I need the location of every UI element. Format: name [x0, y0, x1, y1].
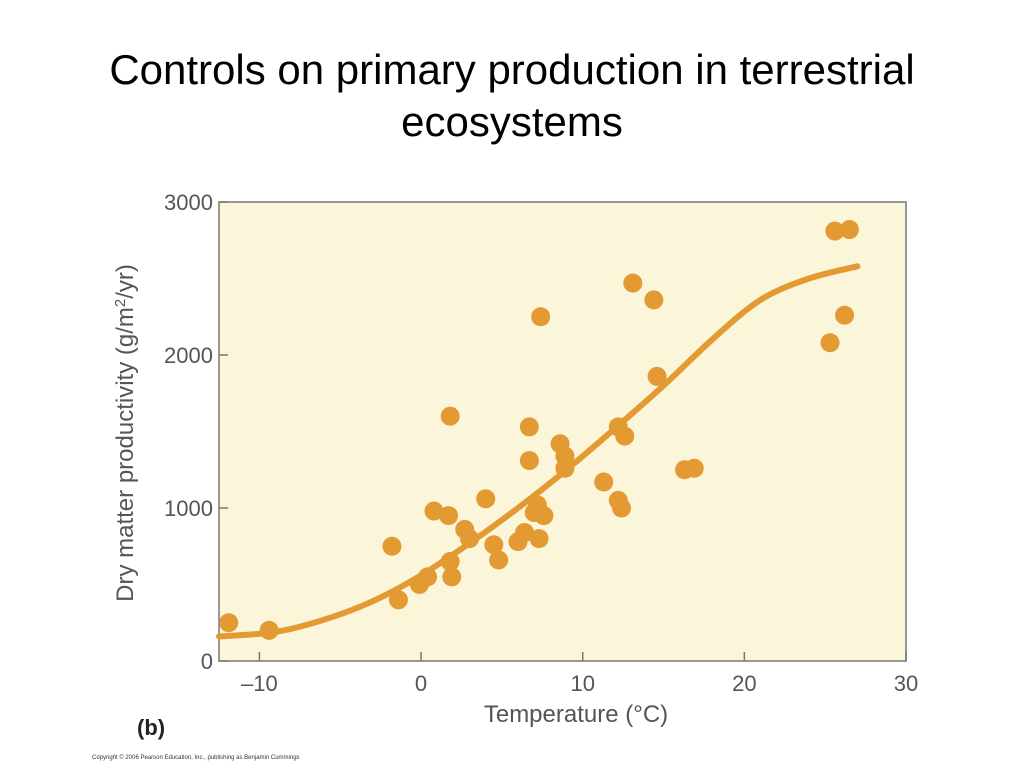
y-axis-label-part-3: /yr) — [112, 264, 139, 299]
x-axis-ticks: –10 0 10 20 30 — [241, 652, 918, 696]
copyright-notice: Copyright © 2006 Pearson Education, Inc.… — [92, 755, 300, 761]
y-tick-label: 3000 — [164, 190, 213, 215]
plot-area — [218, 201, 907, 662]
data-point — [647, 366, 667, 386]
y-tick-label: 0 — [201, 649, 213, 674]
y-axis-ticks: 0 1000 2000 3000 — [164, 190, 228, 674]
x-tick-label: 20 — [732, 671, 756, 696]
title-line-1: Controls on primary production in terres… — [109, 46, 915, 93]
y-tick-label: 2000 — [164, 343, 213, 368]
x-tick-label: 10 — [570, 671, 594, 696]
data-point — [219, 613, 239, 633]
data-point — [519, 451, 539, 471]
data-point — [529, 529, 549, 549]
data-point — [684, 458, 704, 478]
y-axis-label: Dry matter productivity (g/m2/yr) — [112, 264, 140, 602]
data-point — [555, 458, 575, 478]
y-tick-label: 1000 — [164, 496, 213, 521]
data-point — [820, 333, 840, 353]
data-point — [439, 506, 459, 526]
data-point — [594, 472, 614, 492]
data-point — [531, 307, 551, 327]
data-point — [515, 522, 535, 542]
data-point — [612, 498, 632, 518]
data-points-group — [219, 220, 859, 640]
data-point — [534, 506, 554, 526]
data-point — [424, 501, 444, 521]
data-point — [442, 567, 462, 587]
data-point — [484, 535, 504, 555]
data-point — [388, 590, 408, 610]
fit-curve-group — [216, 263, 861, 640]
x-axis-label: Temperature (°C) — [484, 701, 668, 728]
data-point — [418, 567, 438, 587]
x-tick-label: –10 — [241, 671, 278, 696]
data-point — [489, 550, 509, 570]
data-point — [460, 529, 480, 549]
y-axis-label-superscript: 2 — [112, 299, 129, 307]
data-point — [476, 489, 496, 509]
panel-label: (b) — [137, 715, 165, 740]
data-point — [519, 417, 539, 437]
title-line-2: ecosystems — [401, 98, 623, 145]
data-point — [382, 536, 402, 556]
data-point — [644, 290, 664, 310]
data-point — [440, 406, 460, 426]
data-point — [440, 552, 460, 572]
x-tick-label: 0 — [415, 671, 427, 696]
slide-title: Controls on primary production in terres… — [40, 44, 984, 148]
x-tick-label: 30 — [894, 671, 918, 696]
y-axis-label-part-1: Dry matter productivity (g/m — [112, 307, 139, 602]
data-point — [839, 220, 859, 240]
data-point — [259, 620, 279, 640]
data-point — [835, 305, 855, 325]
data-point — [825, 221, 845, 241]
data-point — [623, 273, 643, 293]
fit-curve — [216, 263, 861, 640]
data-point — [615, 426, 635, 446]
